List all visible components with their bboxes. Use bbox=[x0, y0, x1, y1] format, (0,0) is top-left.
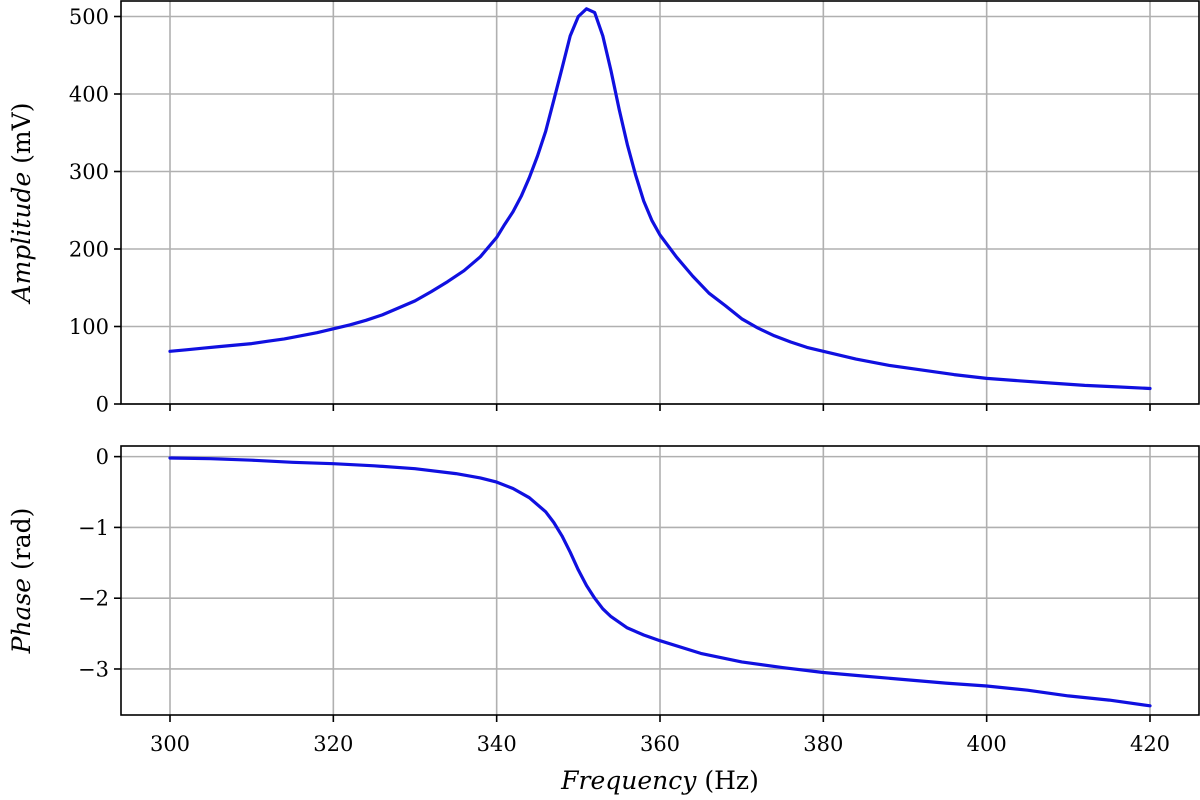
x-axis-label-main: Frequency bbox=[560, 766, 697, 795]
series-line bbox=[168, 7, 1152, 391]
amplitude-panel: 0 100 200 300 400 500 Amplitude (mV) bbox=[7, 0, 1200, 417]
y-tick-label: −1 bbox=[78, 516, 109, 540]
y-tick-label: 200 bbox=[69, 238, 109, 262]
y-axis-label: Amplitude (mV) bbox=[7, 103, 36, 305]
y-tick-label: 500 bbox=[69, 5, 109, 29]
y-tick-label: 0 bbox=[96, 393, 109, 417]
y-axis-label-unit: (rad) bbox=[7, 508, 36, 578]
y-tick-label: −3 bbox=[78, 657, 109, 681]
x-tick-label: 360 bbox=[640, 732, 680, 756]
y-axis-label-main: Phase bbox=[7, 578, 36, 654]
x-tick-label: 340 bbox=[477, 732, 517, 756]
y-tick-label: 0 bbox=[96, 445, 109, 469]
x-tick-label: 420 bbox=[1130, 732, 1170, 756]
y-tick-label: 300 bbox=[69, 160, 109, 184]
series-line bbox=[168, 456, 1152, 708]
y-tick-label: 100 bbox=[69, 315, 109, 339]
x-tick-label: 380 bbox=[803, 732, 843, 756]
y-axis-label: Phase (rad) bbox=[7, 508, 36, 655]
y-axis-label-unit: (mV) bbox=[7, 103, 36, 172]
x-tick-label: 300 bbox=[150, 732, 190, 756]
x-axis-label-unit: (Hz) bbox=[696, 766, 758, 795]
x-tick-label: 400 bbox=[967, 732, 1007, 756]
y-tick-label: 400 bbox=[69, 83, 109, 107]
y-axis-label-main: Amplitude bbox=[7, 172, 36, 305]
x-tick-label: 320 bbox=[313, 732, 353, 756]
y-tick-label: −2 bbox=[78, 587, 109, 611]
phase-panel: 300 320 340 360 380 400 420 0 −1 −2 −3 Phase (rad) F… bbox=[7, 445, 1200, 795]
x-axis-label: Frequency (Hz) bbox=[560, 766, 759, 795]
